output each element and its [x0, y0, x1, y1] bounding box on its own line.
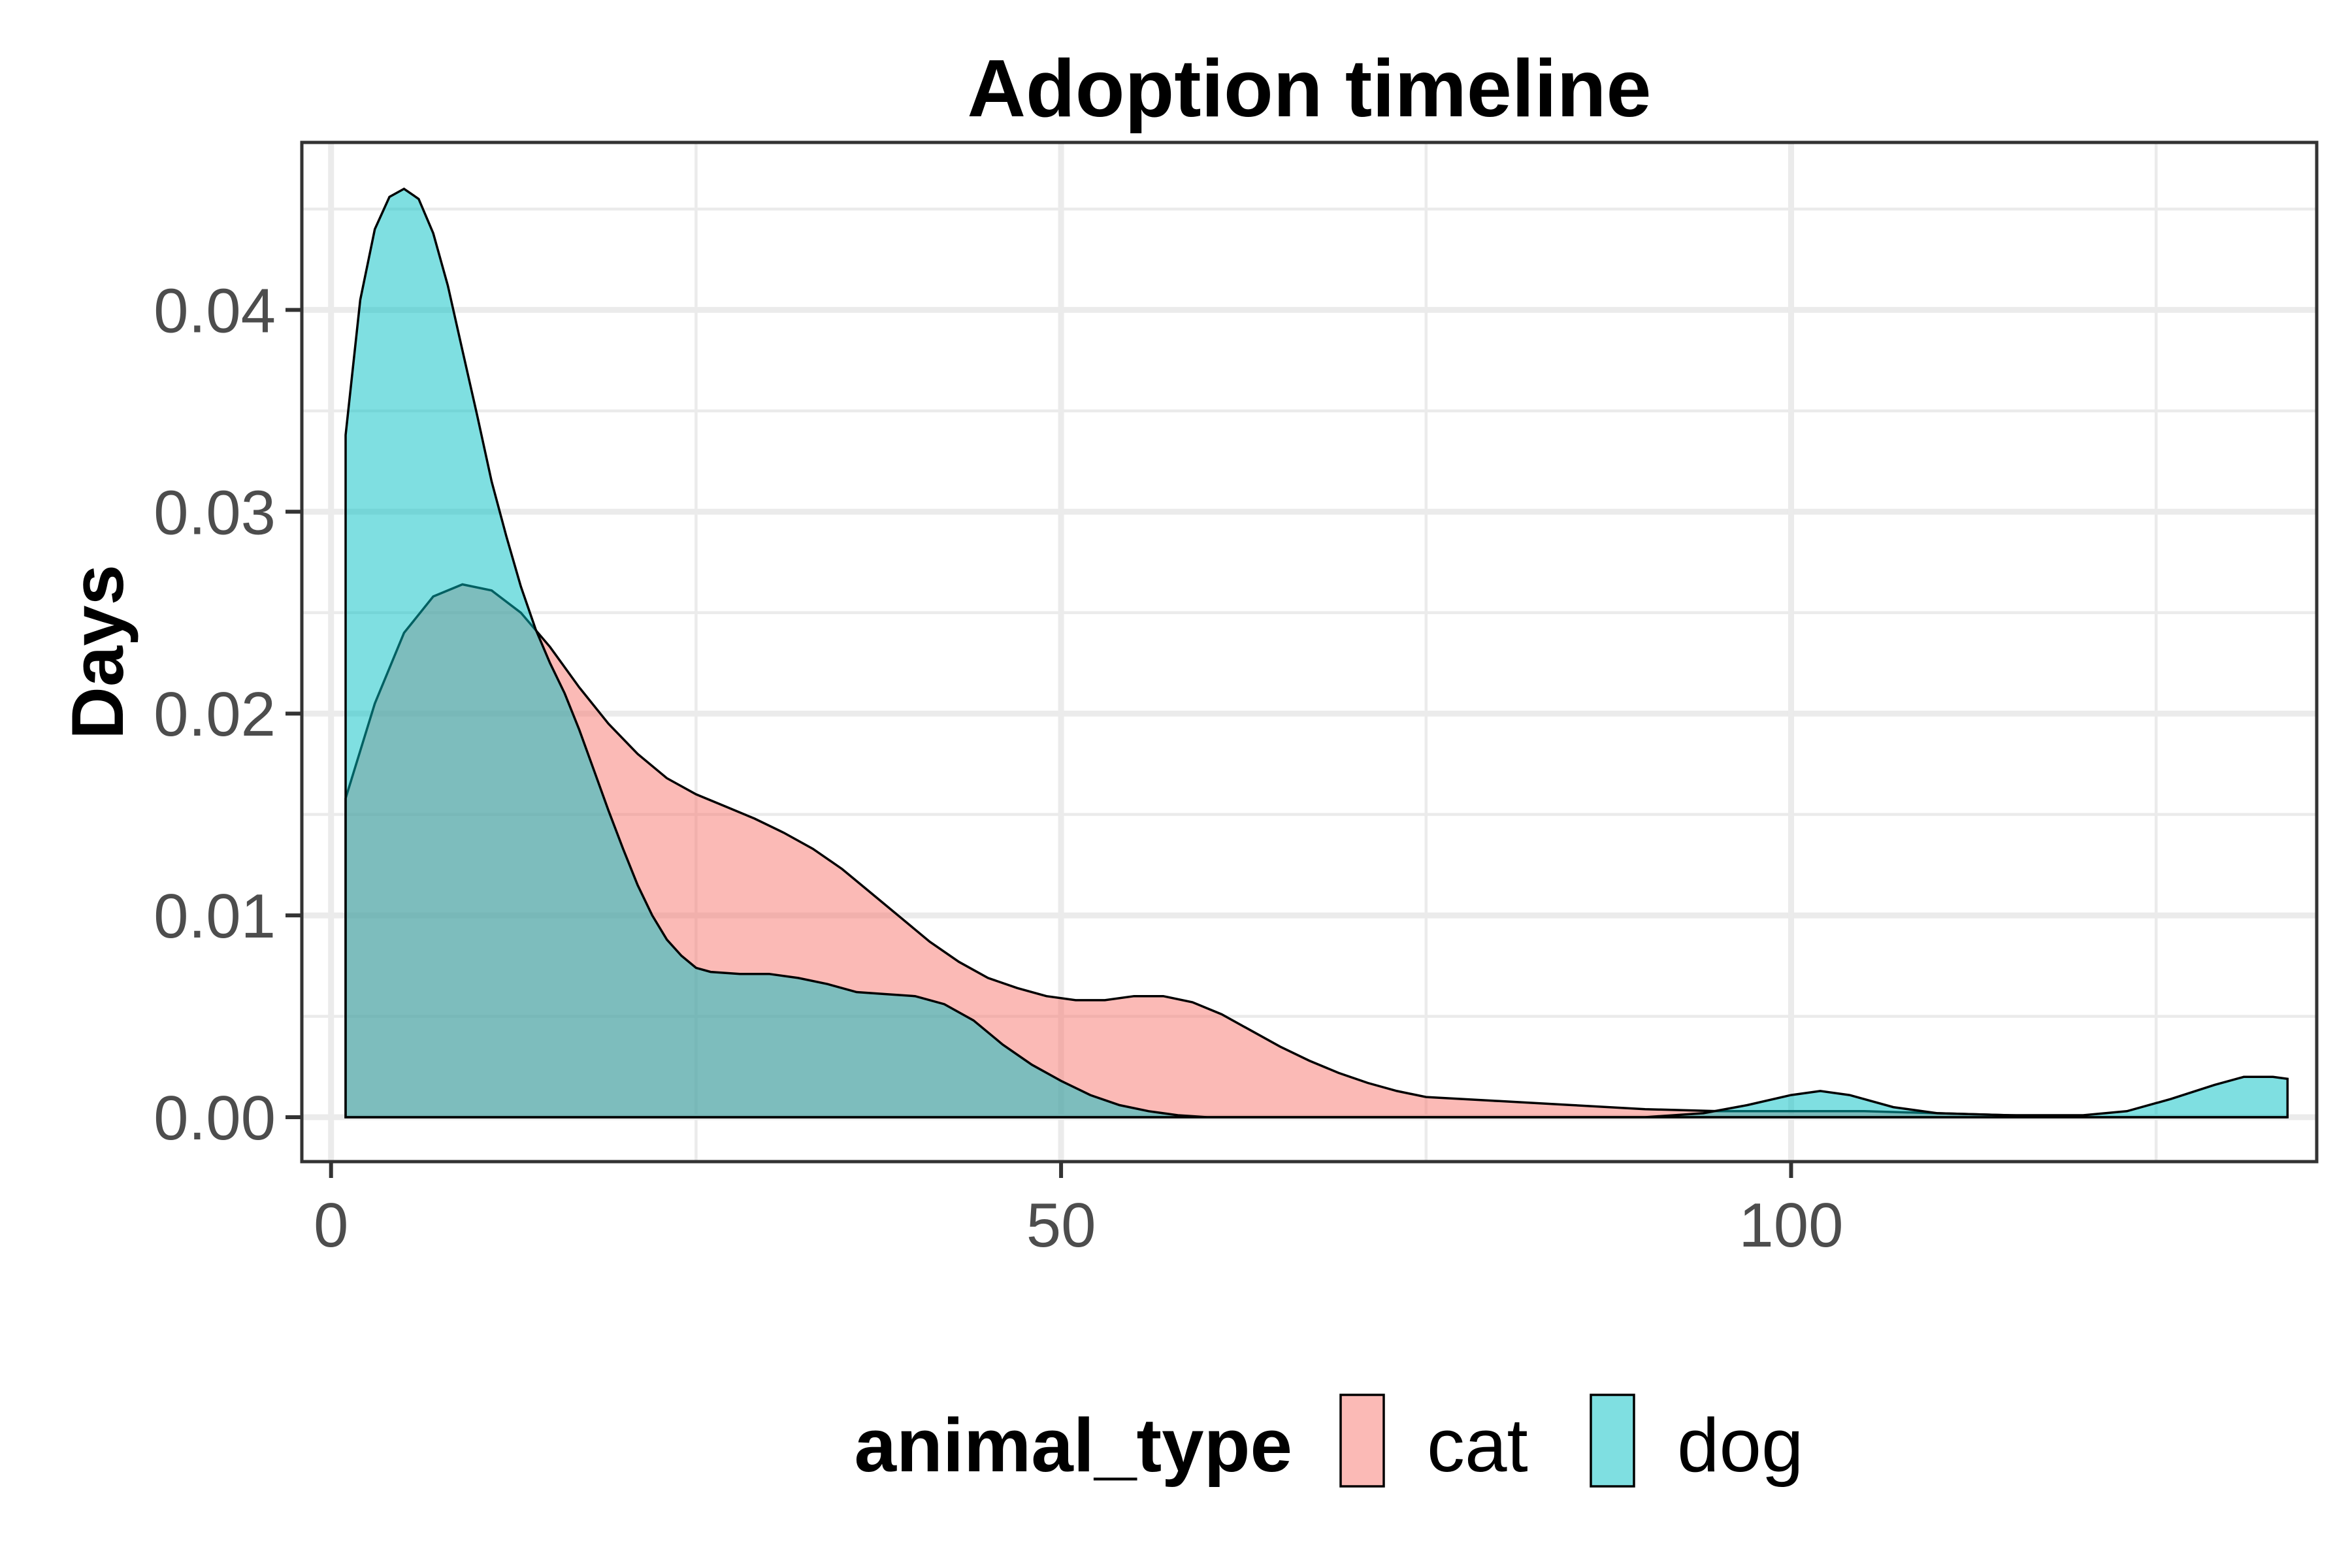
axes: 0.00 0.01 0.02 0.03 0.04 0 50 100 [154, 276, 1843, 1260]
legend-title: animal_type [854, 1403, 1292, 1488]
y-tick-label: 0.04 [154, 276, 276, 346]
legend: animal_type cat dog [854, 1394, 1804, 1488]
y-tick-label: 0.01 [154, 881, 276, 951]
legend-key-dog [1590, 1394, 1635, 1488]
y-axis-title: Days [57, 564, 139, 740]
x-tick-label: 50 [1026, 1190, 1096, 1260]
legend-label-cat: cat [1427, 1403, 1528, 1488]
panel-border [300, 140, 2319, 1164]
density-series [344, 187, 2289, 1119]
density-area-dog [344, 187, 2289, 1119]
y-tick-label: 0.02 [154, 679, 276, 749]
x-tick-label: 100 [1739, 1190, 1843, 1260]
x-tick-label: 0 [314, 1190, 348, 1260]
legend-key-cat [1339, 1394, 1385, 1488]
chart-title: Adoption timeline [967, 44, 1651, 134]
legend-label-dog: dog [1677, 1403, 1804, 1488]
y-tick-label: 0.03 [154, 478, 276, 547]
y-tick-label: 0.00 [154, 1083, 276, 1153]
